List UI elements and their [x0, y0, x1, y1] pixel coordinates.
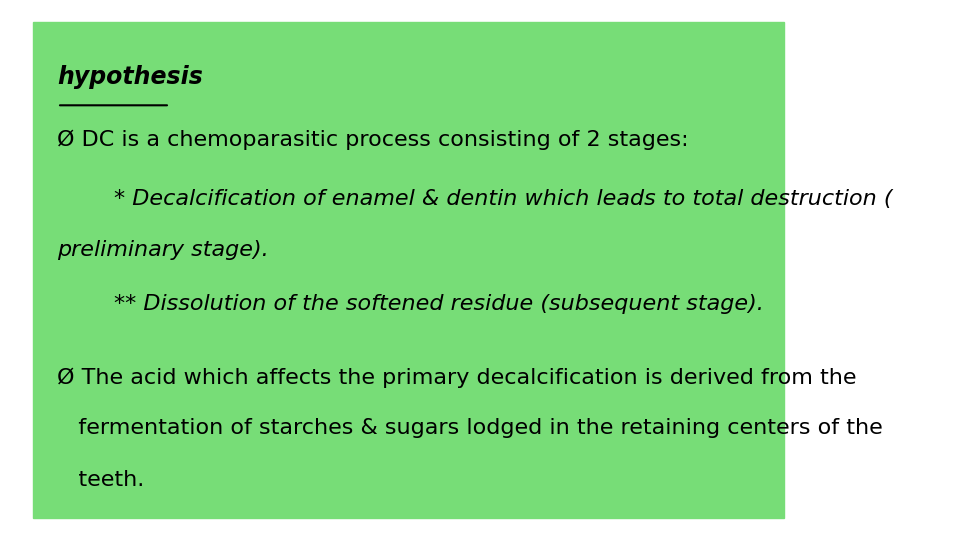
- Text: hypothesis: hypothesis: [58, 65, 203, 89]
- Text: ** Dissolution of the softened residue (subsequent stage).: ** Dissolution of the softened residue (…: [58, 294, 764, 314]
- Text: preliminary stage).: preliminary stage).: [58, 240, 269, 260]
- FancyBboxPatch shape: [33, 22, 783, 518]
- Text: fermentation of starches & sugars lodged in the retaining centers of the: fermentation of starches & sugars lodged…: [58, 418, 883, 438]
- Text: Ø DC is a chemoparasitic process consisting of 2 stages:: Ø DC is a chemoparasitic process consist…: [58, 130, 688, 150]
- Text: * Decalcification of enamel & dentin which leads to total destruction (: * Decalcification of enamel & dentin whi…: [58, 189, 893, 209]
- Text: Ø The acid which affects the primary decalcification is derived from the: Ø The acid which affects the primary dec…: [58, 367, 856, 388]
- Text: teeth.: teeth.: [58, 470, 144, 490]
